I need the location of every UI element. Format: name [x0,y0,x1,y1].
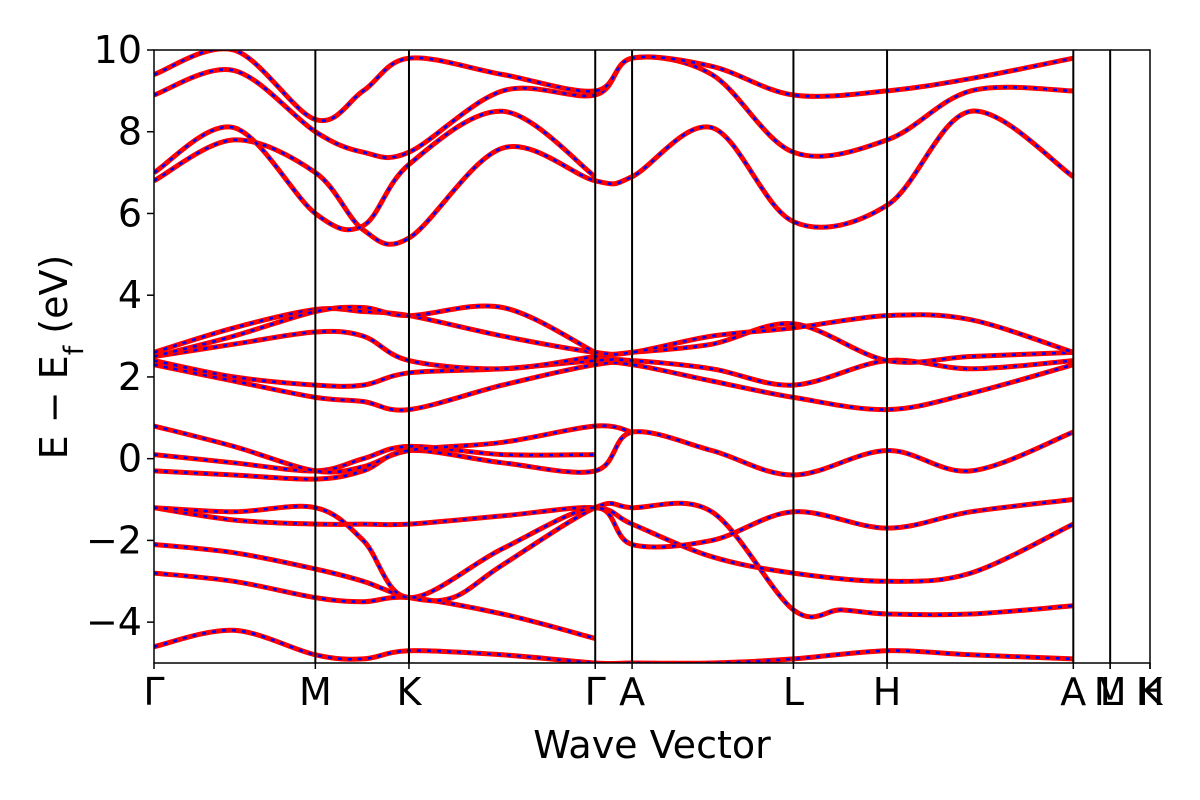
x-tick-label-11: K [1138,670,1164,714]
x-tick-label-5: L [783,670,804,714]
x-tick-label-2: K [397,670,423,714]
plot-frame [153,49,1151,664]
band-7-dashed [154,424,633,474]
x-tick-label-4: A [619,670,645,714]
band-8-solid [154,359,1074,413]
band-13-solid [154,108,1075,247]
band-11-dashed [154,307,1074,356]
x-tick-label-3: Γ [585,670,606,714]
y-tick-label-2: 0 [118,437,142,481]
x-tick-label-10: H [1136,670,1165,714]
y-axis-label-main: E − E [32,355,76,459]
x-tick-label-0: Γ [143,670,164,714]
y-tick-label-6: 8 [118,110,142,154]
band-12-dashed [154,304,596,358]
band-lines [154,50,1075,663]
y-axis-label: E − Ef (eV) [32,255,90,460]
band-2-solid [154,500,1074,620]
y-tick-label-1: −2 [86,518,142,562]
band-1-dashed [154,571,596,640]
band-16-dashed [154,50,1074,122]
x-tick-label-6: H [873,670,902,714]
y-tick-label-0: −4 [86,600,142,644]
x-axis-label: Wave Vector [533,723,771,767]
x-tick-label-8: L [1100,670,1121,714]
x-axis-ticks: Γ M K Γ A L H A LM HK [143,663,1164,714]
y-tick-label-4: 4 [118,273,142,317]
band-6-dashed [154,445,596,473]
band-0-dashed [154,629,1074,663]
y-tick-label-3: 2 [118,355,142,399]
y-tick-label-5: 6 [118,191,142,235]
band-13-dashed [154,110,1074,246]
x-tick-label-9: M [1094,670,1127,714]
y-axis-label-sub: f [59,344,90,355]
band-14-dashed [154,110,596,231]
y-axis-ticks: −4 −2 0 2 4 6 8 10 [86,28,154,644]
y-axis-label-unit: (eV) [32,255,76,346]
high-symmetry-lines [314,50,1112,663]
y-tick-label-7: 10 [94,28,142,72]
x-tick-label-7: A [1060,670,1086,714]
x-tick-label-1: M [299,670,332,714]
